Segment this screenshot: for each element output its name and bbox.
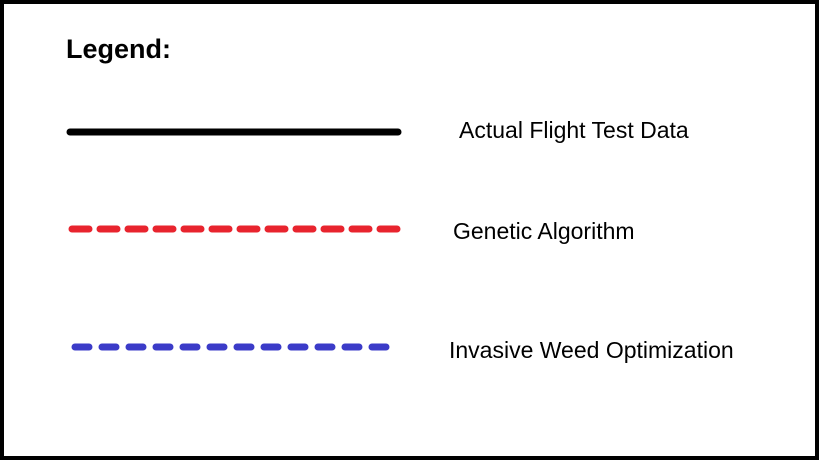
legend-label-invasive-weed-optimization: Invasive Weed Optimization (449, 337, 734, 363)
legend-label-genetic-algorithm: Genetic Algorithm (453, 218, 635, 244)
legend-title: Legend: (66, 34, 171, 64)
legend-label-actual-flight-test-data: Actual Flight Test Data (459, 117, 689, 143)
